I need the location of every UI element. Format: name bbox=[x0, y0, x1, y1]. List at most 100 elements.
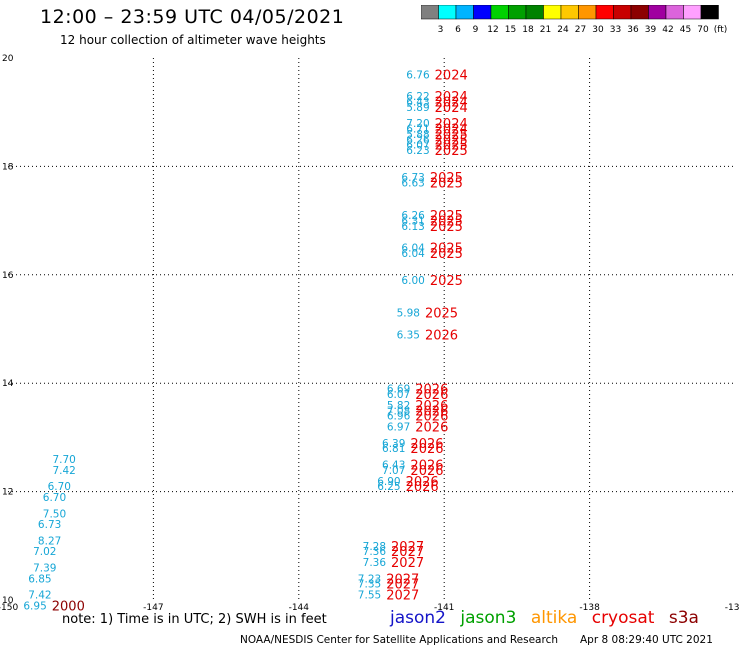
time-label: 2025 bbox=[430, 215, 463, 230]
time-label: 2024 bbox=[435, 90, 468, 105]
legend-altika: altika bbox=[530, 608, 578, 628]
swh-value-label: 6.26 bbox=[401, 210, 425, 222]
swh-value-label: 7.42 bbox=[28, 590, 51, 602]
time-label: 2026 bbox=[406, 475, 439, 490]
colorbar-label: 39 bbox=[645, 25, 657, 35]
swh-value-label: 6.90 bbox=[377, 476, 400, 488]
swh-value-label: 7.36 bbox=[363, 546, 387, 558]
swh-value-label: 6.73 bbox=[38, 519, 61, 531]
time-label: 2025 bbox=[430, 247, 463, 262]
time-label: 2026 bbox=[410, 459, 443, 474]
swh-value-label: 6.96 bbox=[387, 411, 411, 423]
colorbar-label: 6 bbox=[455, 25, 461, 35]
swh-value-label: 7.39 bbox=[33, 562, 56, 574]
swh-value-label: 7.35 bbox=[358, 579, 381, 591]
satellite-legend: jason2 jason3 altika cryosat s3a bbox=[390, 608, 708, 628]
swh-value-label: 7.23 bbox=[358, 573, 381, 585]
swh-value-label: 7.36 bbox=[363, 557, 387, 569]
colorbar-swatch bbox=[700, 5, 719, 20]
swh-value-label: 6.04 bbox=[401, 243, 425, 255]
time-label: 2026 bbox=[415, 404, 448, 419]
swh-value-label: 6.35 bbox=[397, 329, 420, 341]
colorbar-label: 9 bbox=[473, 25, 479, 35]
swh-value-label: 6.70 bbox=[43, 492, 66, 504]
time-label: 2024 bbox=[435, 117, 468, 132]
time-label: 2026 bbox=[415, 399, 448, 414]
swh-value-label: 6.07 bbox=[387, 389, 410, 401]
swh-value-label: 7.02 bbox=[33, 546, 56, 558]
time-label: 2026 bbox=[410, 464, 443, 479]
swh-value-label: 7.50 bbox=[43, 508, 66, 520]
time-label: 2025 bbox=[430, 171, 463, 186]
swh-value-label: 7.07 bbox=[382, 465, 405, 477]
swh-value-label: 6.26 bbox=[406, 134, 430, 146]
x-tick-label: -141 bbox=[434, 603, 454, 613]
colorbar-label: 12 bbox=[487, 25, 498, 35]
swh-value-label: 6.95 bbox=[23, 600, 46, 612]
time-label: 2025 bbox=[435, 128, 468, 143]
time-label: 2025 bbox=[430, 220, 463, 235]
time-label: 2025 bbox=[425, 307, 458, 322]
color-scale-bar: 3 6 9 12 15 18 21 24 27 30 33 36 39 42 45 70 (ft) bbox=[421, 5, 728, 35]
swh-value-label: 6.73 bbox=[401, 172, 424, 184]
time-label: 2025 bbox=[435, 133, 468, 148]
legend-jason3: jason3 bbox=[460, 608, 517, 628]
colorbar-label: 70 bbox=[697, 25, 709, 35]
colorbar-label: (ft) bbox=[714, 25, 728, 35]
colorbar-label: 30 bbox=[592, 25, 604, 35]
swh-value-label: 7.55 bbox=[358, 590, 381, 602]
swh-value-label: 6.31 bbox=[401, 216, 424, 228]
swh-value-label: 6.23 bbox=[406, 145, 429, 157]
swh-value-label: 6.81 bbox=[382, 443, 405, 455]
colorbar-label: 18 bbox=[522, 25, 534, 35]
swh-value-label: 5.98 bbox=[397, 308, 420, 320]
credit-text: NOAA/NESDIS Center for Satellite Applica… bbox=[240, 634, 558, 646]
colorbar-label: 45 bbox=[680, 25, 691, 35]
legend-cryosat: cryosat bbox=[591, 608, 655, 628]
colorbar-label: 15 bbox=[505, 25, 516, 35]
swh-value-label: 7.08 bbox=[387, 405, 410, 417]
time-label: 2024 bbox=[435, 101, 468, 116]
legend-jason2: jason2 bbox=[390, 608, 446, 628]
time-label: 2025 bbox=[430, 209, 463, 224]
generated-timestamp: Apr 8 08:29:40 UTC 2021 bbox=[580, 634, 713, 646]
legend-s3a: s3a bbox=[668, 608, 699, 628]
colorbar-label: 24 bbox=[557, 25, 569, 35]
time-label: 2024 bbox=[435, 122, 468, 137]
page-title: 12:00 – 23:59 UTC 04/05/2021 bbox=[40, 6, 345, 28]
swh-value-label: 7.42 bbox=[52, 465, 75, 477]
colorbar-label: 3 bbox=[438, 25, 444, 35]
time-label: 2027 bbox=[386, 572, 419, 587]
swh-value-label: 6.39 bbox=[382, 438, 405, 450]
time-label: 2025 bbox=[430, 274, 463, 289]
time-label: 2026 bbox=[425, 328, 458, 343]
colorbar-label: 33 bbox=[610, 25, 621, 35]
swh-value-label: 7.70 bbox=[52, 454, 75, 466]
x-tick-label: -147 bbox=[143, 603, 163, 613]
time-label: 2000 bbox=[52, 599, 85, 614]
time-label: 2027 bbox=[391, 540, 424, 555]
x-tick-label: -150 bbox=[0, 603, 18, 613]
swh-value-label: 6.85 bbox=[28, 573, 51, 585]
swh-value-label: 6.00 bbox=[401, 275, 424, 287]
time-label: 2026 bbox=[415, 388, 448, 403]
x-tick-label: -138 bbox=[579, 603, 600, 613]
time-label: 2026 bbox=[410, 442, 443, 457]
colorbar-label: 27 bbox=[575, 25, 586, 35]
y-tick-label: 14 bbox=[2, 379, 14, 389]
swh-value-label: 6.04 bbox=[401, 248, 425, 260]
swh-value-label: 6.71 bbox=[406, 123, 429, 135]
time-label: 2024 bbox=[435, 95, 468, 110]
time-label: 2024 bbox=[435, 68, 468, 83]
swh-value-label: 6.43 bbox=[406, 96, 429, 108]
swh-value-label: 6.97 bbox=[387, 422, 410, 434]
time-label: 2025 bbox=[435, 139, 468, 154]
swh-value-label: 5.88 bbox=[406, 129, 429, 141]
footer-note: note: 1) Time is in UTC; 2) SWH is in fe… bbox=[62, 612, 327, 627]
y-tick-label: 12 bbox=[2, 488, 13, 498]
time-label: 2025 bbox=[430, 242, 463, 257]
time-label: 2027 bbox=[391, 556, 424, 571]
swh-value-label: 6.63 bbox=[401, 178, 424, 190]
swh-value-label: 6.07 bbox=[406, 140, 429, 152]
